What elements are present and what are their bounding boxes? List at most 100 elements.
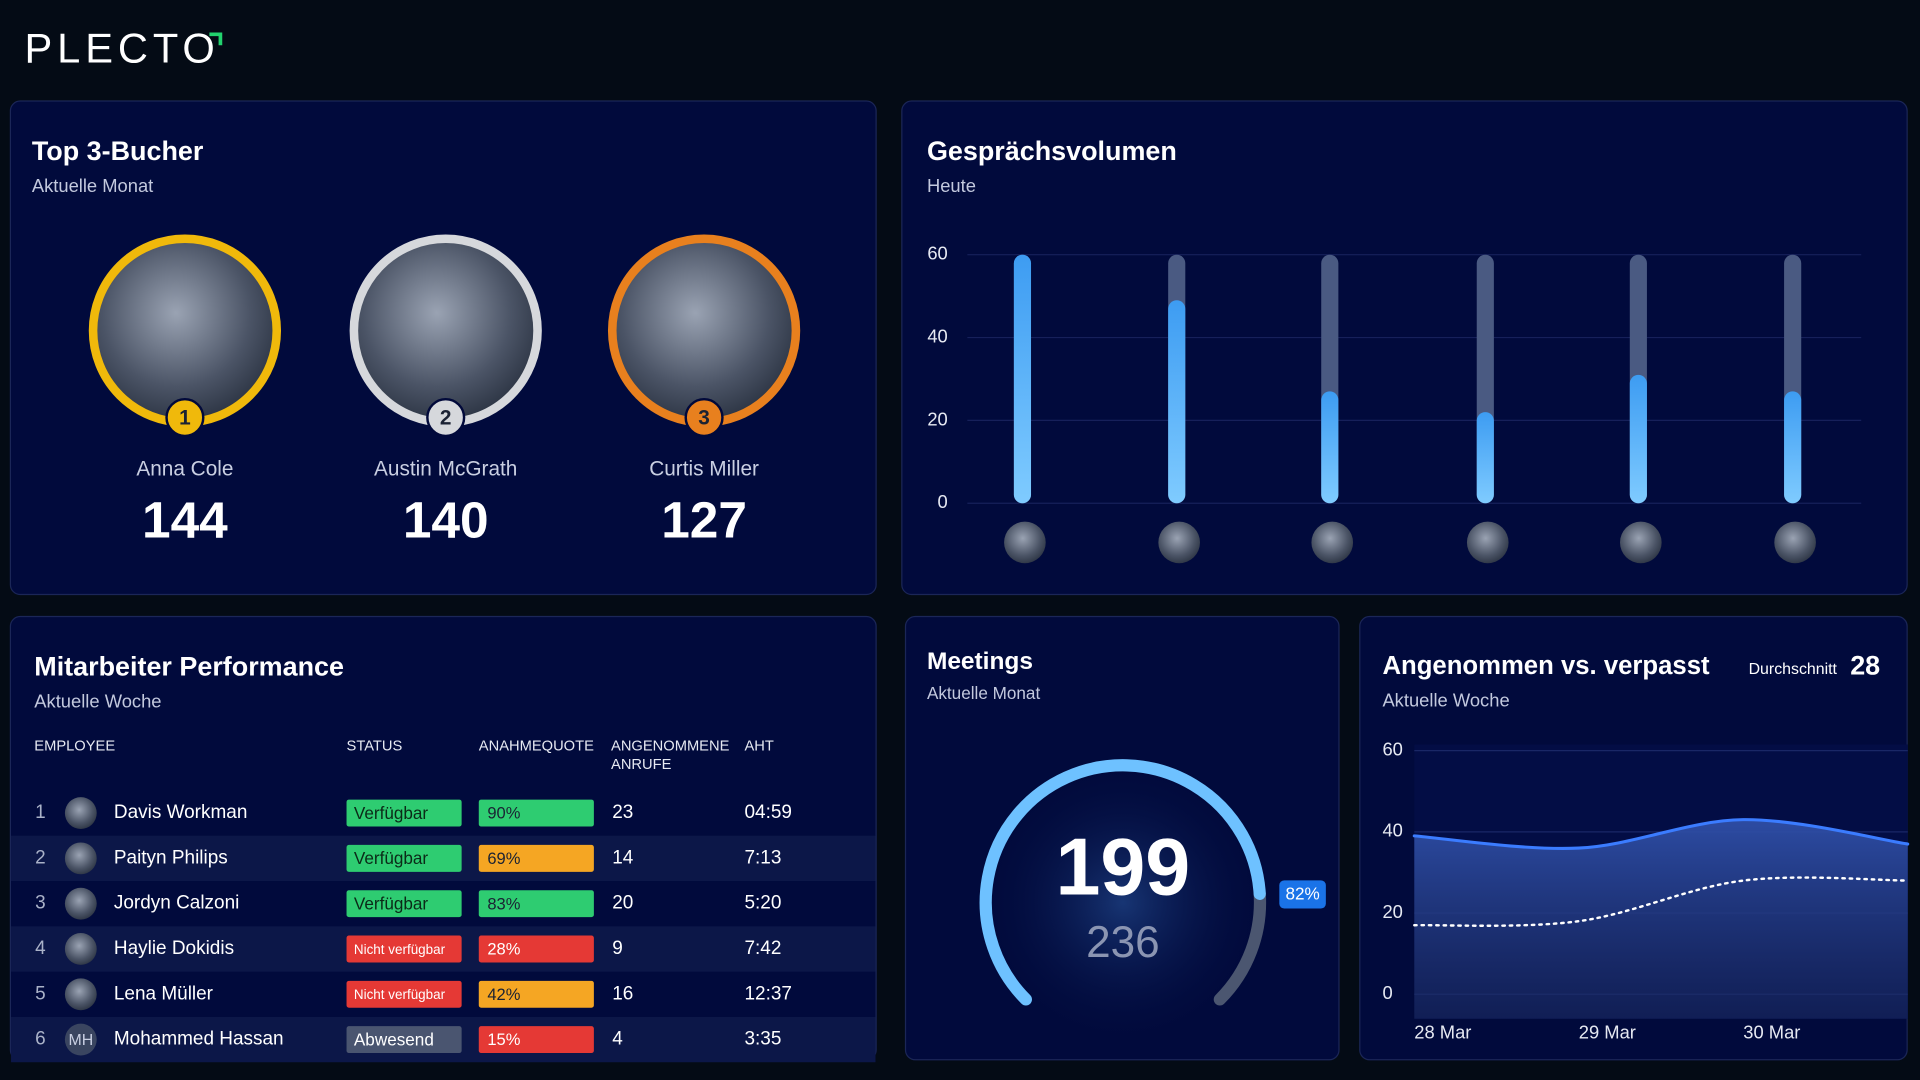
column-header: EMPLOYEE [34, 737, 116, 755]
avatar [96, 242, 274, 419]
rank-number: 1 [179, 406, 191, 429]
row-avatar [64, 797, 97, 829]
row-rank: 5 [35, 983, 46, 1004]
bar [1629, 374, 1647, 504]
quote-text: 42% [487, 985, 520, 1004]
gauge-value: 199 [1055, 822, 1190, 912]
status-pill [346, 980, 462, 1008]
y-tick-label: 0 [1382, 982, 1392, 1003]
rank-number: 3 [698, 406, 710, 429]
average-label: Durchschnitt [1749, 661, 1838, 678]
bar [1168, 300, 1186, 504]
column-header: ANAHMEQUOTE [478, 737, 594, 755]
row-name: Mohammed Hassan [114, 1029, 284, 1050]
column-header-box: STATUS [346, 737, 403, 755]
column-header-box: EMPLOYEE [34, 737, 116, 755]
y-tick-label: 20 [1382, 901, 1402, 922]
column-header-box: AHT [744, 737, 774, 755]
panel-title: Gesprächsvolumen [927, 136, 1177, 166]
quote-text: 15% [487, 1030, 520, 1049]
quote-text: 90% [487, 804, 520, 823]
x-avatar [1004, 521, 1046, 564]
quote-text: 69% [487, 849, 520, 868]
panel-subtitle: Aktuelle Woche [1382, 689, 1509, 710]
rank-number: 2 [440, 406, 452, 429]
row-rank: 3 [35, 893, 46, 914]
row-calls: 4 [612, 1029, 623, 1050]
status-text: Verfügbar [354, 848, 429, 868]
column-header-box: ANGENOMMENE ANRUFE [611, 737, 729, 773]
person-value: 127 [661, 491, 747, 549]
row-avatar [64, 933, 97, 965]
avatar [615, 242, 793, 419]
column-header: STATUS [346, 737, 403, 755]
x-tick-label: 30 Mar [1743, 1021, 1800, 1042]
y-tick-label: 0 [938, 491, 948, 512]
status-pill [346, 799, 462, 827]
person-value: 144 [142, 491, 228, 549]
status-pill [346, 844, 462, 872]
status-pill [346, 1026, 462, 1054]
rank-badge [426, 397, 466, 438]
y-tick-label: 60 [927, 243, 947, 264]
quote-pill [478, 935, 594, 963]
row-aht: 04:59 [744, 802, 791, 823]
y-tick-label: 20 [927, 408, 947, 429]
logo-accent [209, 32, 223, 46]
gauge-glow [975, 755, 1270, 1050]
status-text: Verfügbar [354, 893, 429, 913]
panel-subtitle: Heute [927, 175, 976, 196]
row-rank: 2 [35, 847, 46, 868]
row-name: Paityn Philips [114, 847, 228, 868]
average-value: 28 [1850, 650, 1880, 680]
quote-pill [478, 890, 594, 918]
rank-badge [684, 397, 724, 438]
quote-pill [478, 799, 594, 827]
row-calls: 20 [612, 893, 633, 914]
rank-badge [165, 397, 205, 438]
bar [1784, 391, 1802, 504]
status-pill [346, 935, 462, 963]
panel-subtitle: Aktuelle Monat [32, 175, 153, 196]
row-aht: 7:13 [744, 847, 781, 868]
y-tick-label: 40 [1382, 820, 1402, 841]
row-name: Lena Müller [114, 983, 213, 1004]
quote-pill [478, 844, 594, 872]
column-header-box: ANAHMEQUOTE [478, 737, 594, 755]
panel [901, 100, 1908, 596]
row-name: Jordyn Calzoni [114, 893, 239, 914]
panel-title: Angenommen vs. verpasst [1382, 652, 1710, 680]
row-rank: 6 [35, 1029, 46, 1050]
bar [1321, 391, 1339, 504]
avatar [357, 242, 534, 419]
quote-pill [478, 1026, 594, 1054]
status-text: Nicht verfügbar [354, 942, 446, 957]
gauge-fill [979, 759, 1266, 1006]
bar [1476, 412, 1494, 504]
row-aht: 7:42 [744, 938, 781, 959]
y-tick-label: 60 [1382, 738, 1402, 759]
row-initials: MH [68, 1032, 93, 1049]
row-calls: 14 [612, 847, 633, 868]
row-avatar [64, 887, 97, 920]
row-rank: 4 [35, 938, 46, 959]
x-avatar [1311, 521, 1354, 564]
line [1412, 818, 1910, 850]
row-aht: 3:35 [744, 1029, 781, 1050]
x-avatar [1774, 521, 1816, 564]
row-calls: 9 [612, 938, 623, 959]
bar [1013, 254, 1032, 504]
x-avatar [1466, 521, 1509, 564]
panel-title: Mitarbeiter Performance [34, 652, 344, 682]
column-header: AHT [744, 737, 774, 755]
gauge-target: 236 [1086, 918, 1160, 967]
gauge-badge [1279, 880, 1326, 909]
person-name: Curtis Miller [649, 458, 759, 481]
panel-title: Meetings [927, 648, 1033, 675]
person-name: Austin McGrath [374, 458, 517, 481]
panel-subtitle: Aktuelle Woche [34, 691, 161, 712]
status-text: Abwesend [354, 1029, 434, 1049]
area [1414, 819, 1908, 1019]
quote-text: 28% [487, 940, 520, 959]
